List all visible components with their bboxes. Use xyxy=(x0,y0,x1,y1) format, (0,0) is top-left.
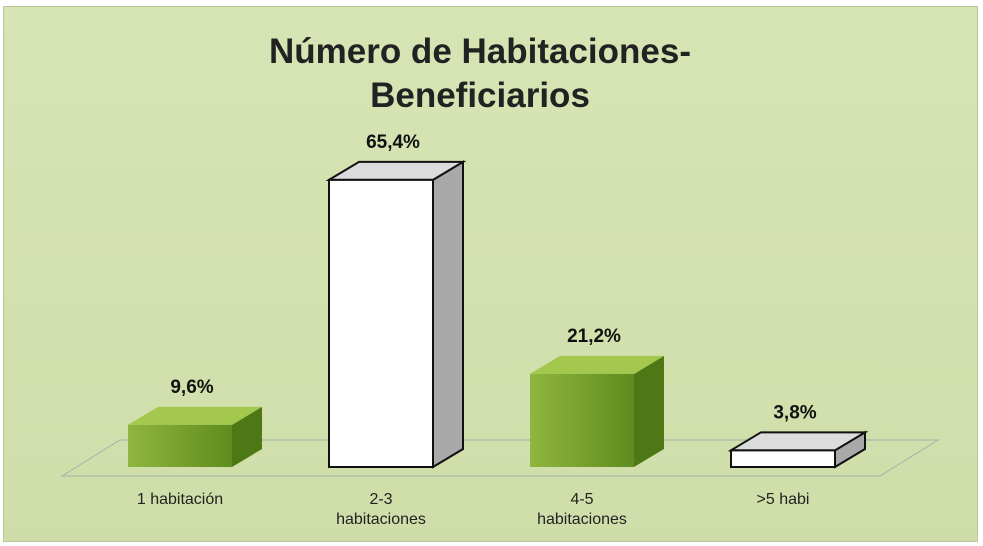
bar-top xyxy=(530,355,664,374)
x-tick-label: 4-5 habitaciones xyxy=(537,491,627,528)
bar-front xyxy=(730,449,836,468)
floor xyxy=(60,439,940,477)
bar-front xyxy=(530,373,634,467)
chart-title: Número de Habitaciones-Beneficiarios xyxy=(268,32,692,115)
bar xyxy=(128,406,262,467)
bar-front xyxy=(128,424,232,467)
x-tick-label: >5 habi xyxy=(756,491,810,508)
bar-front xyxy=(328,178,434,468)
x-tick-label: 1 habitación xyxy=(136,491,224,508)
bar-side xyxy=(634,355,664,467)
value-label: 9,6% xyxy=(170,377,213,398)
bar xyxy=(530,355,664,467)
value-label: 3,8% xyxy=(773,402,816,423)
value-label: 21,2% xyxy=(567,326,621,347)
bar-side xyxy=(232,406,262,467)
bar-top xyxy=(128,406,262,425)
value-label: 65,4% xyxy=(366,132,420,153)
x-tick-label: 2-3 habitaciones xyxy=(336,491,426,528)
bar xyxy=(727,430,869,469)
bar xyxy=(325,160,467,469)
bar-side xyxy=(432,160,464,469)
